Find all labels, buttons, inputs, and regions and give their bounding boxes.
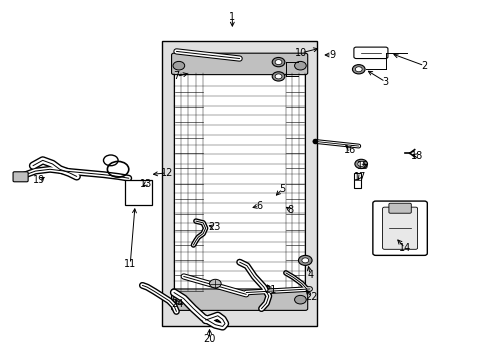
Circle shape	[272, 58, 285, 67]
Text: 10: 10	[295, 48, 307, 58]
Text: 13: 13	[140, 179, 152, 189]
Circle shape	[294, 296, 305, 304]
FancyBboxPatch shape	[353, 47, 387, 59]
Text: 1: 1	[229, 13, 235, 22]
Text: 6: 6	[256, 201, 262, 211]
Circle shape	[301, 258, 308, 263]
Text: 14: 14	[398, 243, 410, 253]
Circle shape	[294, 62, 305, 70]
Text: 23: 23	[208, 222, 220, 232]
Bar	[354, 173, 361, 188]
Text: 24: 24	[171, 299, 183, 309]
Circle shape	[173, 62, 184, 70]
Bar	[125, 180, 152, 205]
FancyBboxPatch shape	[13, 172, 28, 182]
Text: 20: 20	[203, 334, 215, 344]
Text: 11: 11	[124, 259, 136, 269]
Text: 22: 22	[305, 292, 317, 302]
FancyBboxPatch shape	[171, 53, 307, 75]
Text: 19: 19	[33, 175, 45, 185]
Text: 2: 2	[421, 61, 427, 71]
Bar	[174, 59, 305, 309]
Bar	[162, 41, 317, 327]
Circle shape	[209, 279, 221, 288]
Circle shape	[298, 255, 311, 265]
Text: 15: 15	[357, 161, 369, 171]
Circle shape	[173, 296, 184, 304]
Text: 7: 7	[173, 71, 179, 81]
Circle shape	[355, 67, 362, 72]
Circle shape	[352, 64, 365, 74]
Circle shape	[275, 60, 282, 64]
Text: 18: 18	[410, 151, 423, 161]
Text: 5: 5	[279, 184, 285, 194]
Circle shape	[357, 161, 364, 166]
Text: 17: 17	[353, 172, 365, 182]
Text: 3: 3	[382, 77, 388, 87]
FancyBboxPatch shape	[382, 207, 417, 249]
Text: 12: 12	[160, 168, 173, 178]
Circle shape	[354, 159, 367, 168]
FancyBboxPatch shape	[171, 289, 307, 310]
Text: 9: 9	[328, 50, 334, 60]
Text: 8: 8	[287, 205, 293, 215]
Text: 21: 21	[264, 285, 276, 295]
FancyBboxPatch shape	[372, 201, 427, 255]
Text: 4: 4	[306, 270, 312, 280]
Circle shape	[275, 74, 282, 79]
FancyBboxPatch shape	[388, 203, 410, 213]
Text: 16: 16	[344, 145, 356, 155]
Circle shape	[272, 72, 285, 81]
